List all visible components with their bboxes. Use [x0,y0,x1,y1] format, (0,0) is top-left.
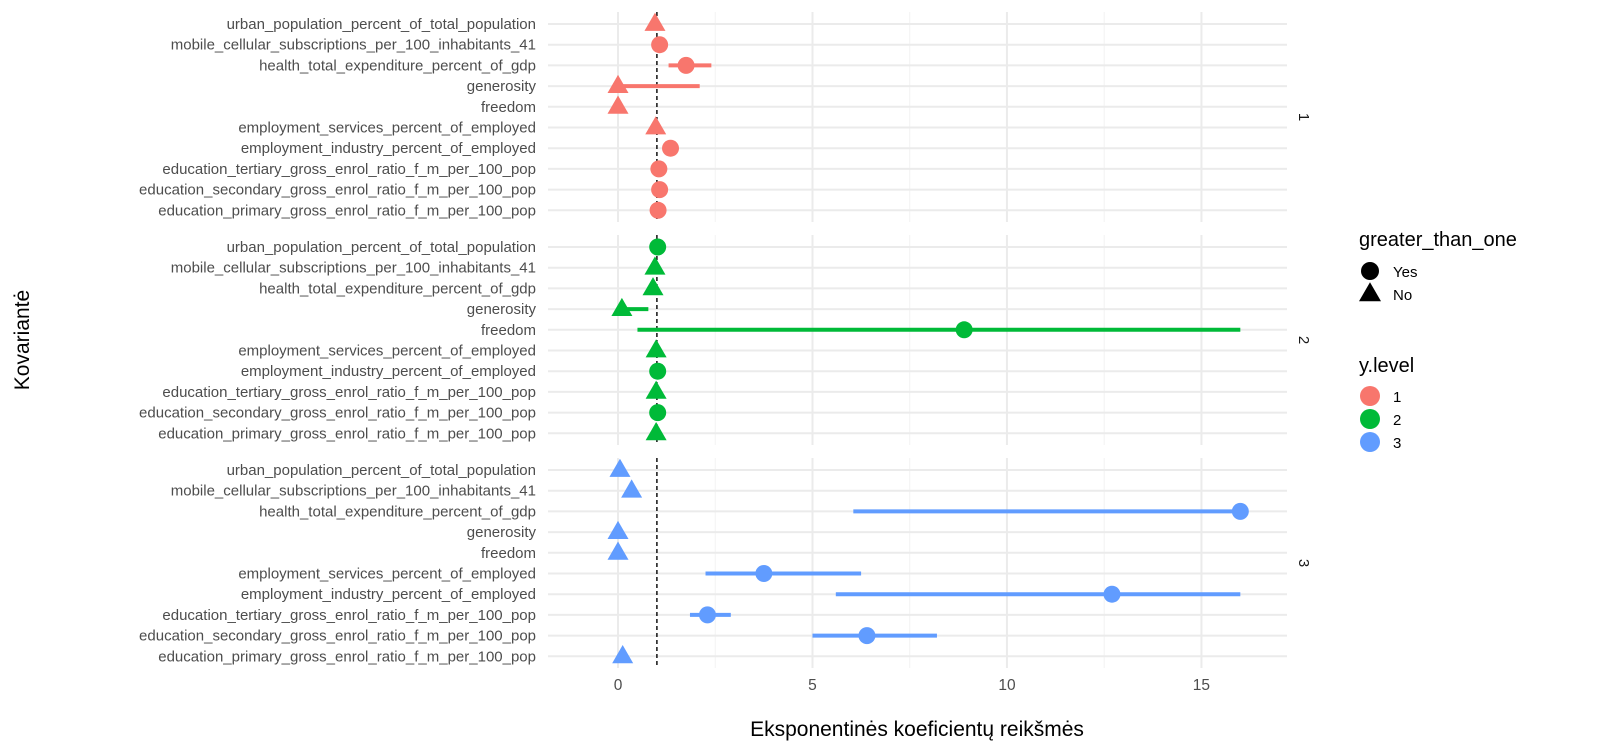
category-label: education_secondary_gross_enrol_ratio_f_… [139,182,536,199]
legend-item-label: 3 [1393,435,1401,452]
legend-item-label: Yes [1393,264,1417,281]
category-label: employment_industry_percent_of_employed [241,140,536,157]
panels-layer: urban_population_percent_of_total_popula… [139,12,1312,668]
estimate-point-circle [649,362,667,380]
estimate-point-triangle [644,12,666,31]
category-label: freedom [481,322,536,339]
category-label: mobile_cellular_subscriptions_per_100_in… [171,260,536,277]
estimate-point-circle [651,181,669,199]
facet-strip-label: 1 [1295,113,1312,121]
category-label: mobile_cellular_subscriptions_per_100_in… [171,37,536,54]
x-axis-title: Eksponentinės koeficientų reikšmės [750,718,1084,741]
estimate-point-circle [858,627,876,645]
category-label: education_secondary_gross_enrol_ratio_f_… [139,405,536,422]
estimate-point-triangle [645,380,667,399]
estimate-point-triangle [642,277,664,296]
x-tick-label: 5 [808,677,817,694]
legend-shape: greater_than_one Yes No [1359,229,1517,304]
panel-3: urban_population_percent_of_total_popula… [139,458,1312,668]
category-label: urban_population_percent_of_total_popula… [227,239,536,256]
x-tick-label: 10 [998,677,1016,694]
category-label: employment_industry_percent_of_employed [241,586,536,603]
legend-shape-title: greater_than_one [1359,229,1517,251]
estimate-point-triangle [607,520,629,540]
estimate-point-triangle [621,479,643,498]
estimate-point-circle [651,36,669,54]
estimate-point-circle [650,160,668,178]
estimate-point-triangle [645,116,667,135]
category-label: mobile_cellular_subscriptions_per_100_in… [171,483,536,500]
legend-item-label: 2 [1393,412,1401,429]
category-label: urban_population_percent_of_total_popula… [227,16,536,33]
estimate-point-circle [649,238,667,256]
estimate-point-circle [649,201,667,219]
facet-strip-label: 3 [1295,559,1312,567]
legend-item-label: 1 [1393,389,1401,406]
estimate-point-circle [677,56,695,74]
estimate-point-triangle [607,74,629,94]
category-label: health_total_expenditure_percent_of_gdp [259,503,536,520]
category-label: generosity [467,301,537,318]
category-label: education_primary_gross_enrol_ratio_f_m_… [158,202,536,219]
legend-key-triangle [1359,282,1381,302]
estimate-point-circle [698,606,716,624]
category-label: employment_services_percent_of_employed [238,120,536,137]
legend-item-label: No [1393,287,1412,304]
category-label: urban_population_percent_of_total_popula… [227,462,536,479]
category-label: education_secondary_gross_enrol_ratio_f_… [139,628,536,645]
estimate-point-triangle [609,458,631,477]
estimate-point-circle [1103,585,1121,603]
y-axis-title: Kovariantė [11,290,34,390]
estimate-point-triangle [644,256,666,275]
legend-key-color [1360,409,1380,429]
legend-key-circle [1361,262,1379,280]
estimate-point-circle [649,404,667,422]
category-label: education_primary_gross_enrol_ratio_f_m_… [158,425,536,442]
category-label: employment_services_percent_of_employed [238,566,536,583]
category-label: freedom [481,99,536,116]
category-label: education_tertiary_gross_enrol_ratio_f_m… [162,607,536,624]
legend-key-color [1360,432,1380,452]
category-label: generosity [467,78,537,95]
category-label: health_total_expenditure_percent_of_gdp [259,280,536,297]
estimate-point-circle [1231,502,1249,520]
panel-2: urban_population_percent_of_total_popula… [139,235,1312,445]
estimate-point-circle [955,321,973,339]
facet-strip-label: 2 [1295,336,1312,344]
legend-key-color [1360,386,1380,406]
estimate-point-triangle [607,541,629,560]
estimate-point-triangle [645,339,667,358]
category-label: employment_services_percent_of_employed [238,343,536,360]
estimate-point-triangle [612,645,634,664]
estimate-point-triangle [611,297,633,317]
estimate-point-circle [662,139,680,157]
category-label: freedom [481,545,536,562]
panel-1: urban_population_percent_of_total_popula… [139,12,1312,222]
category-label: education_tertiary_gross_enrol_ratio_f_m… [162,384,536,401]
estimate-point-triangle [645,422,667,441]
x-tick-label: 0 [614,677,623,694]
category-label: generosity [467,524,537,541]
category-label: health_total_expenditure_percent_of_gdp [259,57,536,74]
legend-color-title: y.level [1359,355,1414,377]
category-label: education_tertiary_gross_enrol_ratio_f_m… [162,161,536,178]
category-label: employment_industry_percent_of_employed [241,363,536,380]
x-tick-label: 15 [1193,677,1210,694]
estimate-point-circle [755,565,773,582]
estimate-point-triangle [607,95,629,114]
category-label: education_primary_gross_enrol_ratio_f_m_… [158,648,536,665]
legend-color: y.level 1 2 3 [1359,355,1414,452]
